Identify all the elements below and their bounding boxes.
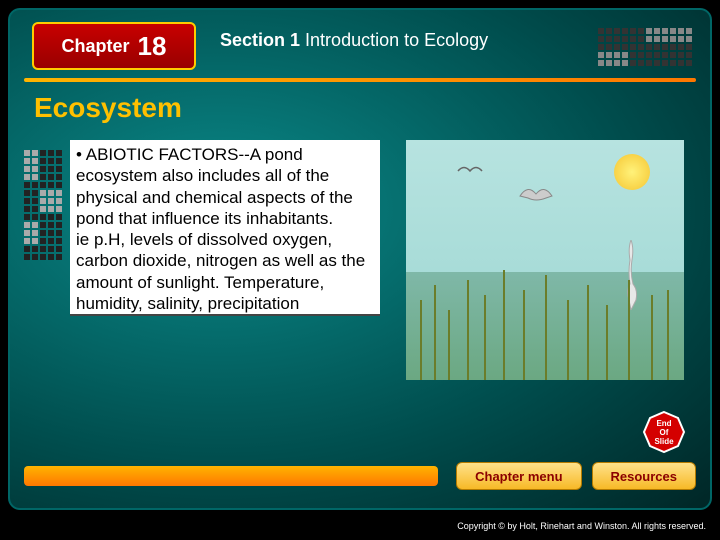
- ribbon-stripe: [24, 466, 438, 486]
- bottom-nav: Chapter menu Resources: [24, 458, 696, 494]
- pond-illustration: [406, 140, 684, 380]
- badge-line3: Slide: [654, 437, 674, 446]
- header-divider: [24, 78, 696, 82]
- chapter-number: 18: [138, 31, 167, 62]
- chapter-menu-button[interactable]: Chapter menu: [456, 462, 581, 490]
- sun-icon: [614, 154, 650, 190]
- decorative-grid-left: [24, 150, 62, 260]
- badge-line2: Of: [660, 428, 669, 437]
- slide-frame: Chapter 18 Section 1 Introduction to Eco…: [8, 8, 712, 510]
- resources-label: Resources: [611, 469, 677, 484]
- reeds: [406, 260, 684, 380]
- chapter-menu-label: Chapter menu: [475, 469, 562, 484]
- section-name: Introduction to Ecology: [305, 30, 488, 50]
- end-of-slide-badge: End Of Slide: [642, 410, 686, 454]
- section-prefix: Section 1: [220, 30, 300, 50]
- slide-title: Ecosystem: [34, 92, 182, 124]
- badge-line1: End: [656, 419, 671, 428]
- bird-icon: [456, 162, 484, 180]
- bird-icon: [516, 180, 556, 206]
- resources-button[interactable]: Resources: [592, 462, 696, 490]
- section-title: Section 1 Introduction to Ecology: [220, 30, 488, 51]
- copyright-text: Copyright © by Holt, Rinehart and Winsto…: [457, 521, 706, 531]
- decorative-grid-top: [598, 28, 692, 66]
- body-text: • ABIOTIC FACTORS--A pond ecosystem also…: [70, 140, 380, 316]
- bullet-text: • ABIOTIC FACTORS--A pond ecosystem also…: [76, 145, 365, 313]
- chapter-badge: Chapter 18: [32, 22, 196, 70]
- chapter-label: Chapter: [62, 36, 130, 57]
